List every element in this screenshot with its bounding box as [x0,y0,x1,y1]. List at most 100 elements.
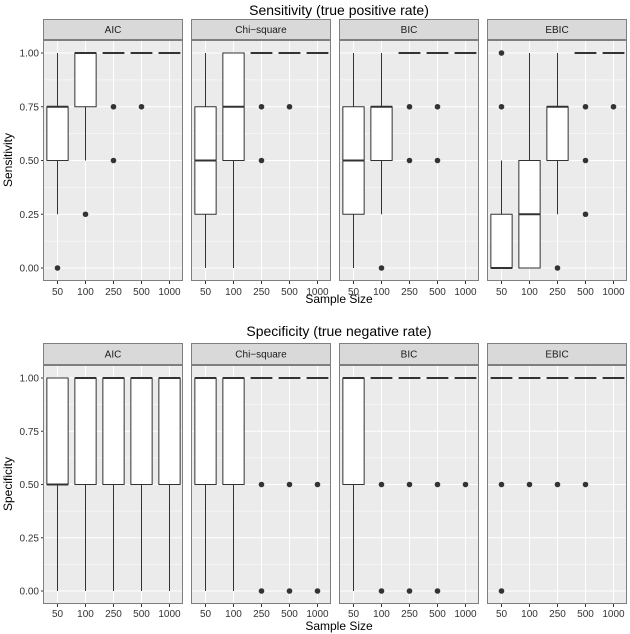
x-tick-label: 100 [225,609,242,620]
outlier-point [378,588,385,594]
outlier-point [498,588,505,594]
sensitivity-title: Sensitivity (true positive rate) [249,2,429,18]
x-tick-label: 100 [373,609,390,620]
x-tick-label: 500 [281,609,298,620]
outlier-point [378,481,385,488]
x-tick-label: 50 [496,609,508,620]
specificity-panels: 0.00 0.25 0.50 0.75 1.00 AIC 50 100 250 500 1000 Ch… [20,343,627,620]
outlier-point [462,481,469,488]
sensitivity-panels: 0.00 0.25 0.50 0.75 1.00 AIC 50 100 250 500 1000 Ch… [20,19,627,298]
outlier-point [378,265,385,271]
outlier-point [554,481,561,488]
outlier-point [434,481,441,488]
x-tick-label: 1000 [158,609,181,620]
x-tick-label: 50 [200,287,212,298]
facet-strip-label: Chi−square [235,350,287,361]
outlier-point [258,588,265,594]
outlier-point [314,481,321,488]
specificity-x-axis-label: Sample Size [305,619,373,633]
sensitivity-plot: Sensitivity (true positive rate) Sample … [1,2,627,306]
box [102,377,125,485]
y-tick-label: 0.25 [20,533,40,544]
facet-strip-label: BIC [401,350,418,361]
specificity-y-axis-label: Specificity [1,457,15,511]
outlier-point [406,157,413,164]
x-tick-label: 50 [348,609,360,620]
outlier-point [434,103,441,110]
y-tick-label: 0.00 [20,264,40,275]
outlier-point [314,588,321,594]
y-tick-label: 0.00 [20,587,40,598]
facet-strip-label: Chi−square [235,25,287,36]
box [342,377,365,485]
x-tick-label: 100 [77,609,94,620]
facet-strip [487,343,627,365]
x-tick-label: 250 [105,287,122,298]
outlier-point [406,481,413,488]
x-tick-label: 500 [577,287,594,298]
x-tick-label: 100 [77,287,94,298]
facet-strip-label: EBIC [545,350,568,361]
facet-strip [487,19,627,40]
facet-strip [43,19,183,40]
facet-strip [191,19,331,40]
x-tick-label: 1000 [306,609,329,620]
outlier-point [110,157,117,164]
facet-strip [43,343,183,365]
y-tick-label: 1.00 [20,374,40,385]
outlier-point [582,103,589,110]
x-tick-label: 50 [496,287,508,298]
specificity-title: Specificity (true negative rate) [246,323,431,339]
box [222,377,245,485]
x-tick-label: 1000 [454,609,477,620]
x-tick-label: 250 [253,287,270,298]
x-tick-label: 50 [52,287,64,298]
sensitivity-y-axis-label: Sensitivity [1,133,15,187]
x-tick-label: 500 [429,609,446,620]
x-tick-label: 100 [521,287,538,298]
outlier-point [498,103,505,110]
facet-strip-label: EBIC [545,25,568,36]
y-tick-label: 0.75 [20,427,40,438]
box [46,106,69,161]
x-tick-label: 500 [429,287,446,298]
outlier-point [258,103,265,110]
x-tick-label: 100 [521,609,538,620]
x-tick-label: 1000 [602,609,625,620]
outlier-point [498,50,505,56]
y-tick-label: 0.75 [20,102,40,113]
box [546,106,569,161]
box [370,106,393,161]
outlier-point [554,265,561,271]
x-tick-label: 1000 [602,287,625,298]
outlier-point [286,481,293,488]
box [490,213,513,269]
x-tick-label: 50 [348,287,360,298]
x-tick-label: 1000 [454,287,477,298]
outlier-point [582,157,589,164]
outlier-point [406,103,413,110]
y-tick-label: 0.50 [20,156,40,167]
x-tick-label: 100 [225,287,242,298]
x-tick-label: 500 [281,287,298,298]
outlier-point [526,481,533,488]
outlier-point [434,157,441,164]
outlier-point [434,588,441,594]
facet-strip-label: AIC [105,25,122,36]
x-tick-label: 250 [401,609,418,620]
outlier-point [54,265,61,271]
box [194,377,217,485]
y-tick-label: 0.50 [20,480,40,491]
x-tick-label: 250 [549,287,566,298]
x-tick-label: 50 [52,609,64,620]
outlier-point [610,103,617,110]
box [74,52,97,108]
x-tick-label: 500 [133,609,150,620]
box [158,377,181,485]
x-tick-label: 250 [253,609,270,620]
x-tick-label: 250 [105,609,122,620]
box [130,377,153,485]
outlier-point [582,211,589,218]
specificity-plot: Specificity (true negative rate) Sample … [1,323,627,633]
x-tick-label: 500 [577,609,594,620]
